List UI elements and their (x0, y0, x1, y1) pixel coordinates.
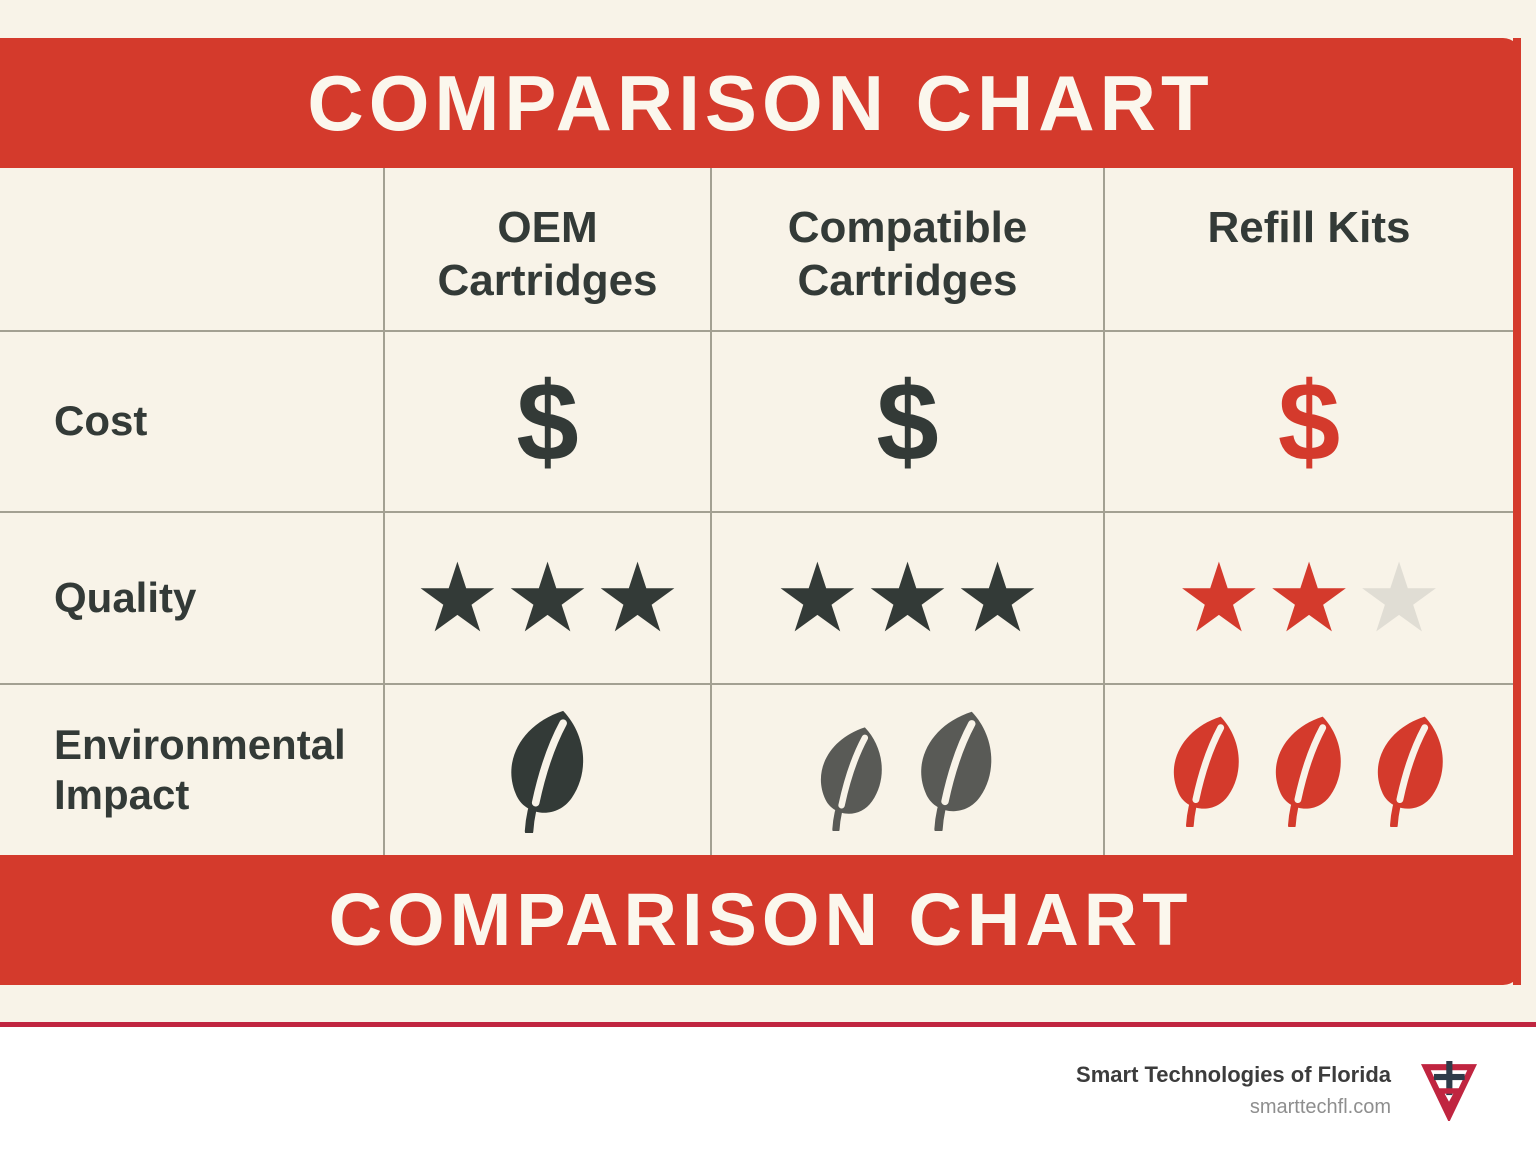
frame-right-border (1513, 38, 1521, 985)
cell-quality-compatible: ★ ★ ★ (710, 511, 1103, 683)
leaf-svg (920, 711, 991, 831)
bottom-banner: COMPARISON CHART (0, 855, 1521, 985)
footer-divider (0, 1022, 1536, 1027)
top-banner: COMPARISON CHART (0, 38, 1521, 168)
bottom-banner-title: COMPARISON CHART (328, 878, 1193, 961)
star-icon: ★ (774, 542, 861, 654)
leaf-icon (1364, 714, 1458, 827)
leaf-svg (1275, 716, 1341, 827)
row-label-cost: Cost (0, 330, 383, 511)
leaf-icon (1160, 714, 1254, 827)
column-header-compatible: Compatible Cartridges (710, 168, 1103, 330)
leaf-icon (1262, 714, 1356, 827)
row-label-environmental-impact: Environmental Impact (0, 683, 383, 855)
cell-quality-oem: ★ ★ ★ (383, 511, 710, 683)
website-url: smarttechfl.com (1249, 1095, 1391, 1118)
leaf-svg (820, 727, 882, 831)
star-icon: ★ (1175, 542, 1262, 654)
dollar-icon: $ (516, 358, 579, 484)
cell-quality-refill: ★ ★ ★ (1103, 511, 1513, 683)
star-icon: ★ (954, 542, 1041, 654)
leaf-svg (1173, 716, 1239, 827)
cell-cost-refill: $ (1103, 330, 1513, 511)
leaf-icon (808, 725, 896, 831)
cell-environment-compatible (710, 683, 1103, 855)
footer-text-block: Smart Technologies of Florida smarttechf… (1076, 1061, 1391, 1120)
cell-cost-oem: $ (383, 330, 710, 511)
company-name: Smart Technologies of Florida (1076, 1062, 1391, 1088)
column-header-oem: OEM Cartridges (383, 168, 710, 330)
leaf-svg (510, 710, 583, 833)
column-header-refill: Refill Kits (1103, 168, 1513, 330)
cell-cost-compatible: $ (710, 330, 1103, 511)
star-icon: ★ (594, 542, 681, 654)
dollar-icon: $ (876, 358, 939, 484)
comparison-table: OEM Cartridges Compatible Cartridges Ref… (0, 168, 1513, 855)
star-icon: ★ (504, 542, 591, 654)
leaf-icon (906, 709, 1008, 831)
star-icon: ★ (864, 542, 951, 654)
row-label-quality: Quality (0, 511, 383, 683)
top-banner-title: COMPARISON CHART (307, 59, 1214, 147)
leaf-icon (496, 708, 600, 833)
star-icon: ★ (1265, 542, 1353, 654)
corner-cell (0, 168, 383, 330)
cell-environment-refill (1103, 683, 1513, 855)
dollar-icon: $ (1277, 358, 1341, 484)
star-empty-icon: ★ (1356, 542, 1443, 654)
leaf-svg (1377, 716, 1443, 827)
star-icon: ★ (414, 542, 501, 654)
cell-environment-oem (383, 683, 710, 855)
footer: Smart Technologies of Florida smarttechf… (0, 1027, 1536, 1154)
company-logo (1421, 1060, 1477, 1121)
